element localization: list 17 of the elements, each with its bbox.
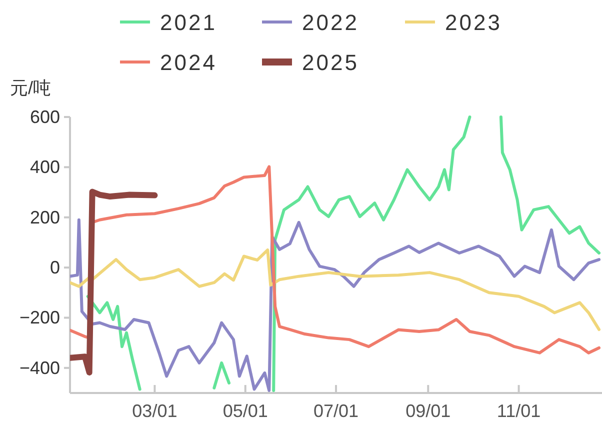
y-tick-label: 400 xyxy=(30,157,60,178)
x-tick-label: 11/01 xyxy=(496,401,541,421)
y-tick-label: 0 xyxy=(50,258,60,278)
legend-label: 2025 xyxy=(302,50,359,75)
x-tick-label: 07/01 xyxy=(313,401,359,421)
y-tick-label: 600 xyxy=(30,107,60,127)
legend-label: 2021 xyxy=(160,10,217,35)
legend-label: 2024 xyxy=(160,50,217,75)
x-tick-label: 09/01 xyxy=(406,401,451,421)
y-tick-label: 200 xyxy=(30,207,60,228)
y-axis-title: 元/吨 xyxy=(10,78,52,98)
y-tick-label: −400 xyxy=(19,358,60,378)
legend-label: 2022 xyxy=(302,10,359,35)
y-tick-label: −200 xyxy=(19,308,60,328)
x-tick-label: 05/01 xyxy=(222,401,268,421)
legend-label: 2023 xyxy=(445,10,502,35)
x-tick-label: 03/01 xyxy=(132,401,178,421)
